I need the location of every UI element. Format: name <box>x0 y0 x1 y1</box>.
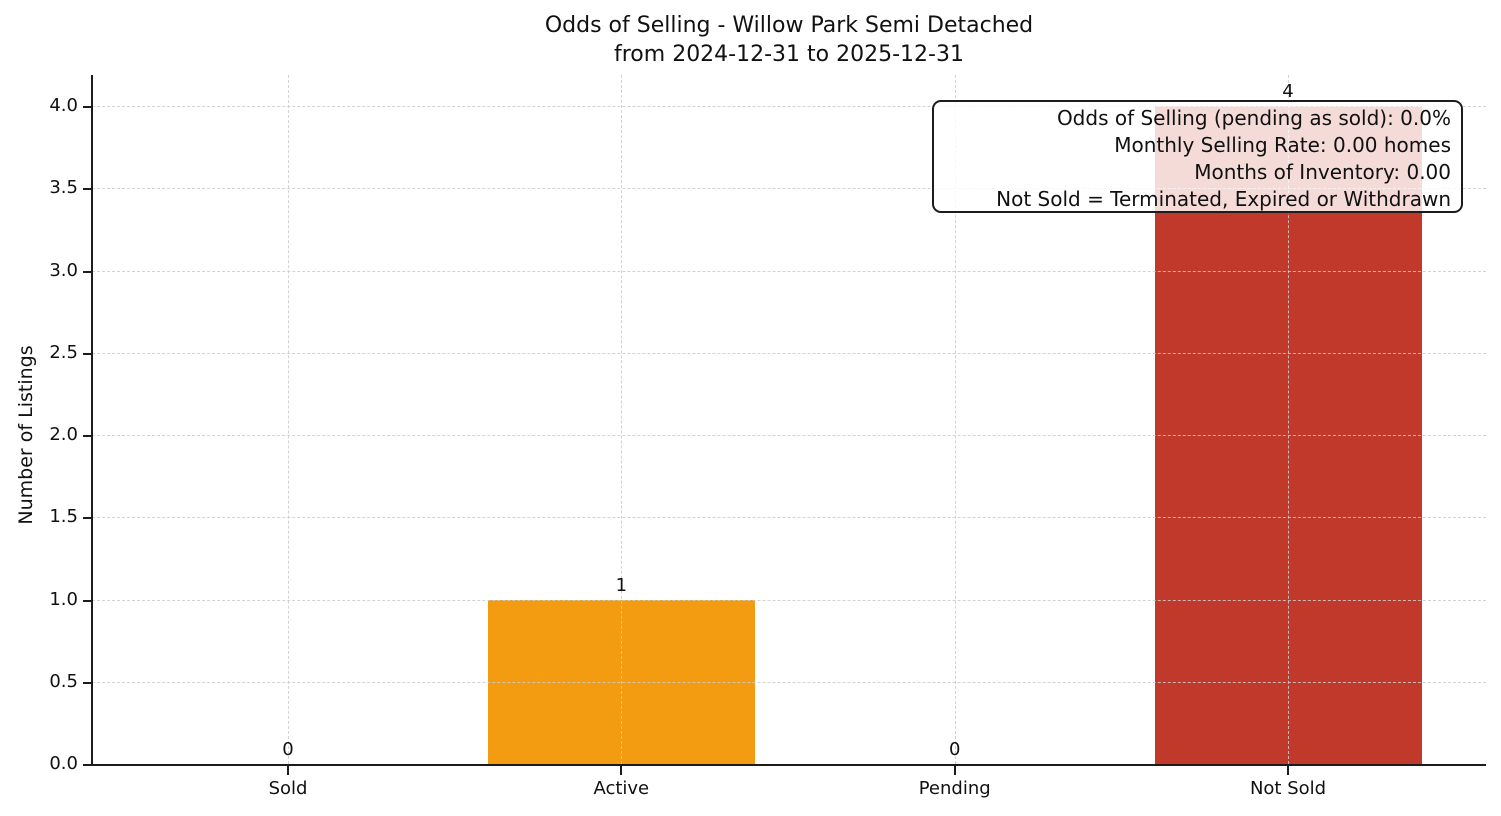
y-tick-label: 1.5 <box>49 506 78 528</box>
grid-line-horizontal <box>92 435 1486 436</box>
y-axis-line <box>91 75 93 766</box>
grid-line-horizontal <box>92 517 1486 519</box>
y-tick-label: 0.5 <box>49 670 78 692</box>
y-tick <box>83 270 92 273</box>
annotation-box: Odds of Selling (pending as sold): 0.0% … <box>932 100 1463 213</box>
y-tick-label: 3.5 <box>49 177 78 199</box>
y-tick <box>83 681 92 684</box>
x-tick <box>287 766 289 775</box>
y-tick-label: 0.0 <box>49 753 78 774</box>
x-axis-line <box>91 764 1486 766</box>
x-tick-label: Pending <box>918 778 991 799</box>
grid-line-horizontal <box>92 352 1486 354</box>
annotation-not-sold-definition: Not Sold = Terminated, Expired or Withdr… <box>996 187 1451 211</box>
y-tick-label: 4.0 <box>49 95 78 116</box>
y-tick <box>83 599 92 602</box>
bar-value-label: 0 <box>948 739 961 760</box>
grid-line-horizontal <box>92 599 1486 601</box>
grid-line-vertical <box>621 75 623 764</box>
annotation-months-of-inventory: Months of Inventory: 0.00 <box>1194 160 1451 184</box>
annotation-monthly-selling-rate: Monthly Selling Rate: 0.00 homes <box>1114 133 1451 157</box>
grid-line-vertical <box>954 75 956 764</box>
bar-value-label: 1 <box>615 574 628 596</box>
grid-line-horizontal <box>92 106 1486 107</box>
y-tick <box>83 106 92 108</box>
y-tick <box>83 764 92 766</box>
grid-line-horizontal <box>92 270 1486 272</box>
x-tick <box>1287 766 1289 775</box>
grid-line-vertical <box>288 75 289 764</box>
bar-value-label: 0 <box>282 739 294 760</box>
chart-subtitle: from 2024-12-31 to 2025-12-31 <box>614 42 964 67</box>
grid-line-vertical <box>1288 75 1289 764</box>
y-tick-label: 2.0 <box>49 424 78 445</box>
y-tick <box>83 517 92 520</box>
grid-line-horizontal <box>92 681 1486 683</box>
x-tick-label: Active <box>593 778 650 799</box>
annotation-odds-of-selling: Odds of Selling (pending as sold): 0.0% <box>1056 106 1451 130</box>
y-tick-label: 2.5 <box>49 341 78 363</box>
grid-line-horizontal <box>92 188 1486 190</box>
bar-value-label: 4 <box>1282 81 1294 102</box>
x-tick <box>953 766 956 775</box>
y-tick <box>83 352 92 355</box>
x-tick <box>620 766 623 775</box>
chart-title: Odds of Selling - Willow Park Semi Detac… <box>544 13 1034 38</box>
y-tick-label: 3.0 <box>49 259 78 281</box>
y-tick <box>83 435 92 437</box>
x-tick-label: Sold <box>268 778 308 799</box>
y-tick-label: 1.0 <box>49 588 78 610</box>
x-tick-label: Not Sold <box>1249 778 1327 799</box>
y-tick <box>83 188 92 191</box>
